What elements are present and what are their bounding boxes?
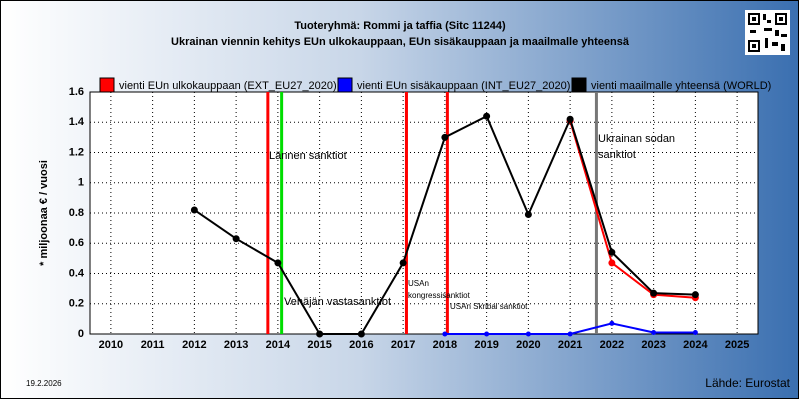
x-tick-label: 2014 (266, 339, 291, 351)
y-axis-label: * miljoonaa € / vuosi (38, 160, 50, 266)
event-label: Lännen sanktiot (269, 150, 347, 162)
y-tick-label: 0.8 (69, 207, 84, 219)
y-tick-label: 0 (78, 328, 84, 340)
data-point (399, 259, 407, 267)
y-tick-label: 1.6 (69, 86, 84, 98)
data-point (650, 289, 658, 297)
data-point (692, 329, 698, 335)
date: 19.2.2026 (26, 379, 62, 388)
y-tick-label: 1.2 (69, 146, 84, 158)
chart-title: Tuoteryhmä: Rommi ja taffia (Sitc 11244) (294, 20, 506, 32)
data-point (190, 206, 198, 214)
x-tick-label: 2020 (516, 339, 540, 351)
x-tick-label: 2019 (474, 339, 498, 351)
legend-swatch (99, 77, 115, 93)
x-tick-label: 2025 (725, 339, 749, 351)
x-tick-label: 2023 (641, 339, 665, 351)
data-point (232, 235, 240, 243)
y-tick-label: 0.2 (69, 298, 84, 310)
event-label: sanktiot (598, 149, 636, 161)
event-label: kongressisanktiot (408, 291, 471, 300)
data-point (525, 331, 531, 337)
x-tick-label: 2011 (141, 339, 165, 351)
x-tick-label: 2021 (558, 339, 582, 351)
data-point (357, 330, 365, 338)
data-point (608, 248, 616, 256)
data-point (316, 330, 324, 338)
chart-subtitle: Ukrainan viennin kehitys EUn ulkokauppaa… (171, 36, 630, 48)
legend-swatch (337, 77, 353, 93)
x-tick-label: 2010 (99, 339, 123, 351)
event-label: Ukrainan sodan (598, 133, 675, 145)
data-point (483, 112, 491, 120)
data-point (608, 259, 616, 267)
x-tick-label: 2012 (182, 339, 206, 351)
y-tick-label: 0.4 (69, 267, 85, 279)
x-tick-label: 2024 (683, 339, 708, 351)
y-tick-label: 1.4 (69, 116, 85, 128)
x-tick-label: 2013 (224, 339, 248, 351)
data-point (442, 331, 448, 337)
data-point (567, 331, 573, 337)
legend-label: vienti maailmalle yhteensä (WORLD) (591, 80, 771, 92)
source: Lähde: Eurostat (705, 376, 790, 390)
data-point (651, 329, 657, 335)
data-point (691, 291, 699, 299)
data-point (441, 133, 449, 141)
x-tick-label: 2016 (349, 339, 373, 351)
legend-label: vienti EUn sisäkauppaan (INT_EU27_2020) (357, 80, 570, 92)
legend-label: vienti EUn ulkokauppaan (EXT_EU27_2020) (119, 80, 337, 92)
data-point (609, 320, 615, 326)
qr-code (745, 10, 790, 55)
event-label: USAn Skribal sanktiot (450, 302, 528, 311)
x-tick-label: 2015 (307, 339, 331, 351)
x-tick-label: 2018 (433, 339, 457, 351)
legend-swatch (571, 77, 587, 93)
x-tick-label: 2017 (391, 339, 415, 351)
data-point (566, 115, 574, 123)
y-tick-label: 1 (78, 177, 84, 189)
y-tick-label: 0.6 (69, 237, 84, 249)
data-point (274, 259, 282, 267)
series-line (569, 120, 696, 299)
data-point (484, 331, 490, 337)
x-tick-label: 2022 (600, 339, 624, 351)
event-label: USAn (408, 279, 429, 288)
event-label: Venäjän vastasanktiot (284, 296, 391, 308)
data-point (524, 211, 532, 219)
